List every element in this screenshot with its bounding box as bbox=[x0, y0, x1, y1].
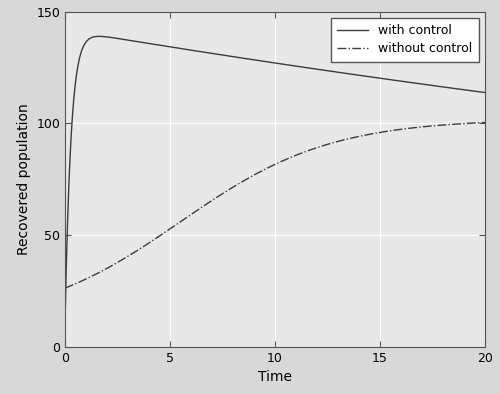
without control bbox=[84, 277, 89, 281]
with control bbox=[393, 78, 399, 83]
without control bbox=[255, 171, 261, 175]
X-axis label: Time: Time bbox=[258, 370, 292, 384]
without control bbox=[62, 286, 68, 290]
Line: with control: with control bbox=[65, 36, 485, 324]
with control bbox=[482, 90, 488, 95]
with control bbox=[470, 89, 476, 93]
without control bbox=[482, 120, 488, 125]
with control bbox=[84, 39, 89, 44]
with control bbox=[470, 89, 476, 93]
Line: without control: without control bbox=[65, 123, 485, 288]
with control bbox=[96, 34, 102, 39]
Legend: with control, without control: with control, without control bbox=[331, 18, 479, 61]
without control bbox=[470, 121, 476, 125]
with control bbox=[62, 322, 68, 327]
without control bbox=[266, 165, 272, 169]
without control bbox=[392, 128, 398, 132]
with control bbox=[266, 60, 272, 65]
Y-axis label: Recovered population: Recovered population bbox=[16, 103, 30, 255]
without control bbox=[470, 121, 476, 125]
with control bbox=[256, 58, 262, 63]
